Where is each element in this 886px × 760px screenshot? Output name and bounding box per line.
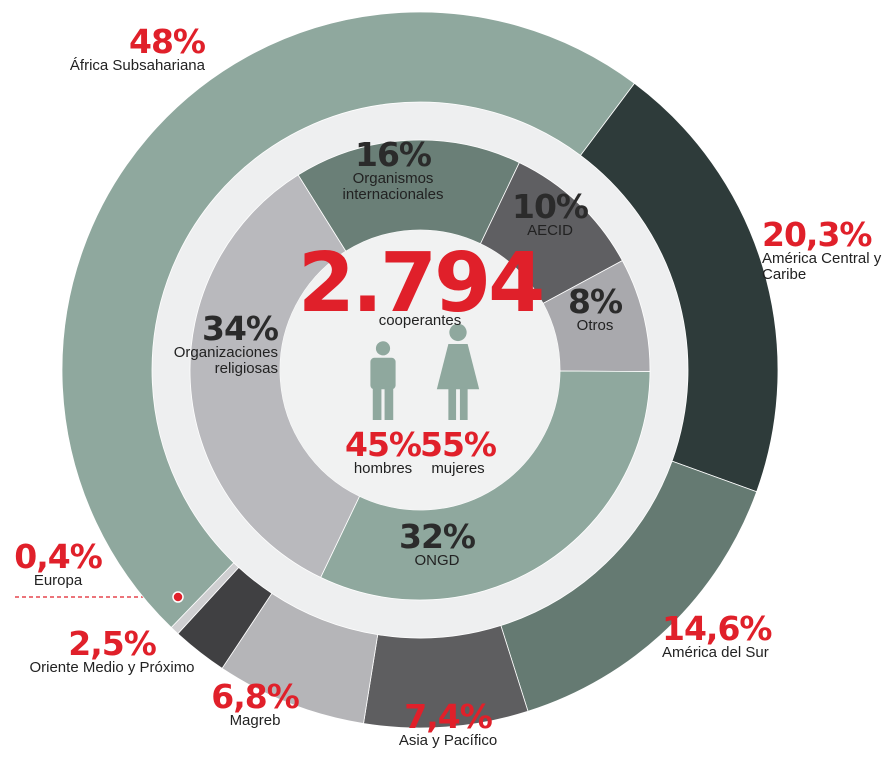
segment-label: 32% ONGD <box>392 520 482 569</box>
segment-name: ONGD <box>414 552 460 569</box>
icon-body <box>370 357 396 390</box>
donut-segment <box>170 562 240 635</box>
group-name: mujeres <box>431 460 485 477</box>
segment-label: 34% Organizaciones religiosas <box>128 309 279 377</box>
icon-body <box>436 343 480 390</box>
segment-label: 16% Organismos internacionales <box>323 138 463 203</box>
icon-leg <box>384 386 394 420</box>
segment-label: 48% África Subsahariana <box>5 22 206 74</box>
icon-leg <box>448 387 457 420</box>
segment-name: América Central y Caribe <box>762 250 882 283</box>
segment-name: África Subsahariana <box>69 57 205 74</box>
icon-head <box>375 341 391 356</box>
segment-value-label: 2,5% <box>68 624 157 663</box>
segment-label: 2,5% Oriente Medio y Próximo <box>12 627 212 676</box>
man-icon <box>370 341 396 420</box>
group-value-label: 45% <box>345 425 422 464</box>
donut-segment <box>320 370 651 601</box>
europe-dot <box>172 591 184 603</box>
segment-value-label: 0,4% <box>14 537 103 576</box>
segment-value-label: 6,8% <box>211 677 300 716</box>
segment-name: Organismos internacionales <box>342 170 444 203</box>
segment-value-label: 8% <box>567 282 623 321</box>
segment-label: 6,8% Magreb <box>195 680 315 729</box>
donut-segment <box>61 11 636 629</box>
icon-leg <box>459 387 468 420</box>
segment-name: Otros <box>576 317 614 334</box>
segment-value-label: 10% <box>512 187 589 226</box>
group-label: 45% hombres <box>338 428 428 477</box>
group-name: hombres <box>353 460 413 477</box>
icon-head <box>449 323 467 342</box>
segment-value-label: 32% <box>399 517 476 556</box>
segment-name: Oriente Medio y Próximo <box>29 659 195 676</box>
segment-value-label: 7,4% <box>404 697 493 736</box>
woman-icon <box>436 323 480 420</box>
center-disc <box>280 230 560 510</box>
segment-label: 7,4% Asia y Pacífico <box>378 700 518 749</box>
segment-value-label: 20,3% <box>762 215 873 254</box>
segment-value-label: 16% <box>355 135 432 174</box>
segment-name: Organizaciones religiosas <box>173 344 278 377</box>
segment-value-label: 48% <box>129 22 206 61</box>
group-label: 55% mujeres <box>413 428 503 477</box>
segment-value-label: 14,6% <box>662 609 773 648</box>
segment-name: Asia y Pacífico <box>398 732 498 749</box>
segment-label: 20,3% América Central y Caribe <box>762 218 886 283</box>
group-value-label: 55% <box>420 425 497 464</box>
total: 2.794 <box>297 236 545 331</box>
icon-leg <box>372 386 382 420</box>
segment-name: Magreb <box>229 712 281 729</box>
segment-label: 8% Otros <box>555 285 635 334</box>
segment-name: Europa <box>33 572 83 589</box>
segment-value-label: 34% <box>202 309 279 348</box>
total-caption: cooperantes <box>378 312 462 329</box>
segment-label: 14,6% América del Sur <box>662 612 812 661</box>
segment-label: 10% AECID <box>505 190 595 239</box>
segment-name: AECID <box>527 222 573 239</box>
segment-name: América del Sur <box>662 644 769 661</box>
segment-label: 0,4% Europa <box>8 540 108 589</box>
